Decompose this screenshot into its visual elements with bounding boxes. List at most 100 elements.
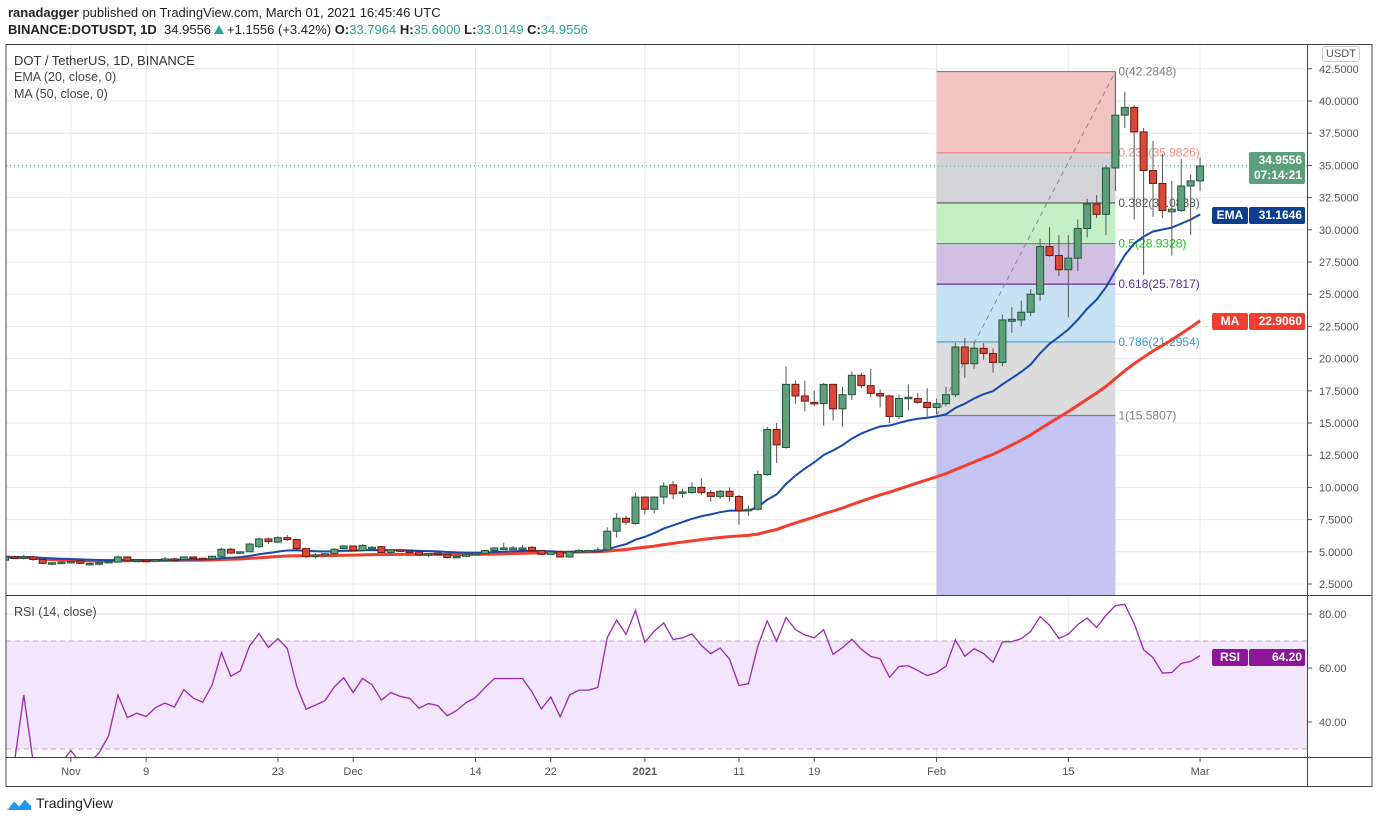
candle (960, 346, 969, 365)
candle (405, 550, 414, 554)
candle (19, 556, 28, 559)
rsi-legend[interactable]: RSI (14, close) (14, 605, 97, 619)
candle (650, 496, 659, 510)
candle (490, 547, 499, 552)
candle (509, 547, 518, 550)
candle (320, 553, 329, 556)
fib-level-label: 0.236(35.9826) (1118, 146, 1199, 160)
candle (245, 543, 254, 553)
candle (772, 428, 781, 446)
time-axis-label: 22 (545, 766, 557, 778)
brand-name: TradingView (36, 795, 114, 811)
symbol-name: BINANCE:DOTUSDT, 1D (8, 22, 157, 37)
candle (236, 551, 245, 554)
fib-level-label: 0.786(21.2954) (1118, 335, 1199, 349)
candle (10, 556, 19, 559)
last-price: 34.9556 (164, 22, 212, 37)
low-value: 33.0149 (476, 22, 524, 37)
rsi-axis-label: 60.00 (1319, 663, 1347, 675)
candle (1007, 318, 1016, 322)
ema-tag-label: EMA (1212, 207, 1248, 224)
candle (904, 396, 913, 400)
candle (1130, 106, 1139, 133)
candle (923, 401, 932, 409)
candle (716, 490, 725, 497)
ma-legend[interactable]: MA (50, close, 0) (14, 87, 108, 101)
candle (208, 555, 217, 560)
candle (857, 374, 866, 387)
candle (151, 559, 160, 562)
candle (584, 550, 593, 553)
fib-level-label: 0(42.2848) (1118, 65, 1176, 79)
publish-text: published on TradingView.com, March 01, … (82, 5, 441, 20)
candle (706, 492, 715, 497)
fib-zone (936, 415, 1116, 595)
candle (622, 517, 631, 523)
candle (1101, 167, 1110, 215)
candle (556, 551, 565, 558)
fib-zone (936, 152, 1116, 203)
candle (160, 558, 169, 561)
candle (546, 551, 555, 555)
candle (226, 548, 235, 554)
price-axis-label: 22.5000 (1319, 321, 1359, 333)
candle (725, 490, 734, 497)
candle (989, 352, 998, 363)
candle (1139, 131, 1148, 172)
candle (913, 398, 922, 403)
candle (377, 546, 386, 553)
candle (876, 392, 885, 397)
price-axis-label: 12.5000 (1319, 450, 1359, 462)
candle (847, 374, 856, 396)
candle (1196, 165, 1205, 182)
candle (415, 551, 424, 556)
candle (763, 428, 772, 476)
candle (396, 549, 405, 552)
candle (575, 550, 584, 553)
candle (302, 548, 311, 557)
high-label: H: (399, 22, 414, 37)
up-arrow-icon (214, 25, 225, 34)
candle (838, 394, 847, 410)
price-axis-label: 30.0000 (1319, 225, 1359, 237)
candle (1186, 180, 1195, 187)
time-axis-label: Mar (1191, 766, 1210, 778)
ema-legend[interactable]: EMA (20, close, 0) (14, 70, 117, 84)
currency-button[interactable]: USDT (1322, 46, 1360, 62)
axes: 2.5000 5.0000 7.5000 10.0000 12.5000 15.0000 1… (61, 64, 1359, 778)
ema-tag-value: 31.1646 (1249, 207, 1305, 224)
candle (782, 383, 791, 448)
candle (217, 548, 226, 557)
fibonacci-retracement[interactable]: 0(42.2848)0.236(35.9826)0.382(32.0838)0.… (936, 65, 1200, 595)
candle (480, 550, 489, 555)
tradingview-logo[interactable]: TradingView (6, 795, 113, 811)
candle (734, 495, 743, 512)
candle (1036, 246, 1045, 295)
candle (386, 549, 395, 553)
candle (951, 346, 960, 396)
time-axis-label: 14 (469, 766, 481, 778)
price-axis-label: 42.5000 (1319, 64, 1359, 76)
candle (669, 484, 678, 495)
close-value: 34.9556 (540, 22, 588, 37)
fib-level-label: 0.5(28.9328) (1118, 237, 1186, 251)
fib-level-label: 0.618(25.7817) (1118, 277, 1199, 291)
candle (894, 398, 903, 418)
fib-zone (936, 284, 1116, 342)
chart-title: DOT / TetherUS, 1D, BINANCE (14, 53, 195, 68)
candle (189, 556, 198, 559)
candle (48, 562, 57, 565)
candle (198, 557, 207, 561)
price-axis-label: 10.0000 (1319, 482, 1359, 494)
price-change: +1.1556 (+3.42%) (227, 22, 332, 37)
candle (452, 555, 461, 559)
candle (527, 546, 536, 552)
candle (565, 551, 574, 558)
candle (1167, 208, 1176, 213)
rsi-axis-label: 80.00 (1319, 609, 1347, 621)
candle (358, 544, 367, 552)
candle (264, 538, 273, 542)
candle (1120, 106, 1129, 116)
candle (631, 496, 640, 524)
